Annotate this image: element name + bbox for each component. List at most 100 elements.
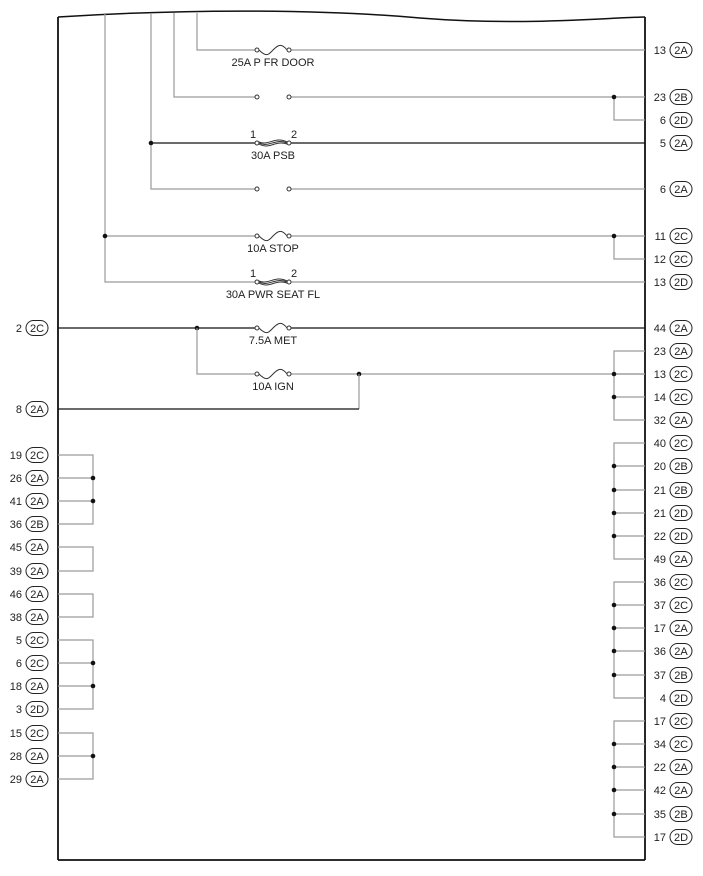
- connector-id: 2C: [30, 658, 44, 670]
- connector-badge: [669, 806, 693, 822]
- connector-badge: [669, 112, 693, 128]
- connector-badge: [25, 563, 49, 579]
- connector-id: 2C: [674, 231, 688, 243]
- fusible-link-icon: [258, 141, 288, 145]
- connector-id: 2A: [30, 404, 44, 416]
- connector-id: 2A: [674, 323, 688, 335]
- fuse-pin-2: 2: [291, 268, 297, 280]
- pin-number: 42: [654, 785, 666, 797]
- pin-number: 36: [654, 646, 666, 658]
- connector-badge: [669, 42, 693, 58]
- fuse-terminal: [254, 47, 260, 53]
- connector-id: 2A: [30, 751, 44, 763]
- connector-id: 2B: [674, 92, 687, 104]
- connector-badge: [25, 655, 49, 671]
- connector-badge: [669, 135, 693, 151]
- fuse-terminal: [286, 325, 292, 331]
- connector-id: 2C: [674, 577, 688, 589]
- fuse-label: 25A P FR DOOR: [232, 57, 315, 69]
- connector-id: 2A: [30, 566, 44, 578]
- connector-badge: [25, 320, 49, 336]
- fuse-pin-1: 1: [250, 268, 256, 280]
- connector-badge: [669, 343, 693, 359]
- junction-dot: [90, 475, 96, 481]
- connector-badge: [25, 725, 49, 741]
- wire: [58, 593, 94, 618]
- wire: [58, 546, 94, 572]
- connector-badge: [25, 516, 49, 532]
- pin-number: 12: [654, 254, 666, 266]
- pin-number: 34: [654, 739, 666, 751]
- junction-dot: [611, 648, 617, 654]
- connector-badge: [25, 771, 49, 787]
- fusible-link-icon: [258, 281, 288, 286]
- pin-number: 23: [654, 346, 666, 358]
- wire: [150, 13, 255, 190]
- connector-badge: [669, 458, 693, 474]
- pin-number: 36: [10, 519, 22, 531]
- junction-dot: [611, 487, 617, 493]
- junction-dot: [90, 753, 96, 759]
- connector-id: 2A: [674, 554, 688, 566]
- connector-badge: [25, 401, 49, 417]
- wire: [58, 639, 94, 710]
- connector-badge: [669, 435, 693, 451]
- pin-number: 13: [654, 369, 666, 381]
- connector-id: 2A: [674, 762, 688, 774]
- pin-number: 2: [16, 323, 22, 335]
- connector-badge: [25, 447, 49, 463]
- pin-number: 37: [654, 670, 666, 682]
- connector-badge: [669, 89, 693, 105]
- connector-badge: [25, 539, 49, 555]
- pin-number: 26: [10, 473, 22, 485]
- fuses: 25A P FR DOOR 1 2 30A PSB 10A STOP 1 2 30A PWR …: [226, 44, 320, 393]
- connector-id: 2A: [674, 623, 688, 635]
- pin-number: 41: [10, 496, 22, 508]
- junction-dot: [611, 371, 617, 377]
- fuse-label: 7.5A MET: [249, 335, 298, 347]
- fuse-icon: [258, 44, 288, 56]
- wire: [173, 13, 255, 98]
- connector-id: 2A: [30, 612, 44, 624]
- connector-badge: [669, 320, 693, 336]
- connector-badge: [669, 389, 693, 405]
- pin-number: 6: [16, 658, 22, 670]
- pin-number: 28: [10, 751, 22, 763]
- pin-number: 44: [654, 323, 666, 335]
- connector-badge: [25, 678, 49, 694]
- wire: [196, 328, 255, 375]
- fuse-terminal: [254, 94, 260, 100]
- fuse-terminal: [286, 233, 292, 239]
- pin-number: 14: [654, 392, 666, 404]
- connector-id: 2A: [674, 45, 688, 57]
- connector-badge: [669, 528, 693, 544]
- fuse-label: 30A PWR SEAT FL: [226, 289, 320, 301]
- fuse-terminal: [286, 47, 292, 53]
- connector-badge: [669, 274, 693, 290]
- fuse-terminal: [254, 279, 260, 285]
- connector-badge: [669, 690, 693, 706]
- fuse-pin-1: 1: [250, 129, 256, 141]
- connector-badge: [25, 609, 49, 625]
- pin-number: 32: [654, 415, 666, 427]
- connector-badge: [25, 493, 49, 509]
- pin-number: 6: [660, 115, 666, 127]
- wire: [613, 442, 645, 560]
- connector-id: 2A: [30, 542, 44, 554]
- pin-number: 21: [654, 485, 666, 497]
- pin-number: 49: [654, 554, 666, 566]
- connector-badge: [669, 597, 693, 613]
- connector-id: 2C: [674, 600, 688, 612]
- connector-badge: [669, 667, 693, 683]
- pin-number: 5: [16, 635, 22, 647]
- connector-id: 2D: [674, 531, 688, 543]
- pin-number: 37: [654, 600, 666, 612]
- connector-badge: [25, 632, 49, 648]
- pin-number: 11: [655, 231, 666, 243]
- pin-number: 3: [16, 704, 22, 716]
- wire: [613, 720, 645, 838]
- junction-dot: [611, 463, 617, 469]
- connector-badge: [669, 574, 693, 590]
- connector-id: 2B: [674, 809, 687, 821]
